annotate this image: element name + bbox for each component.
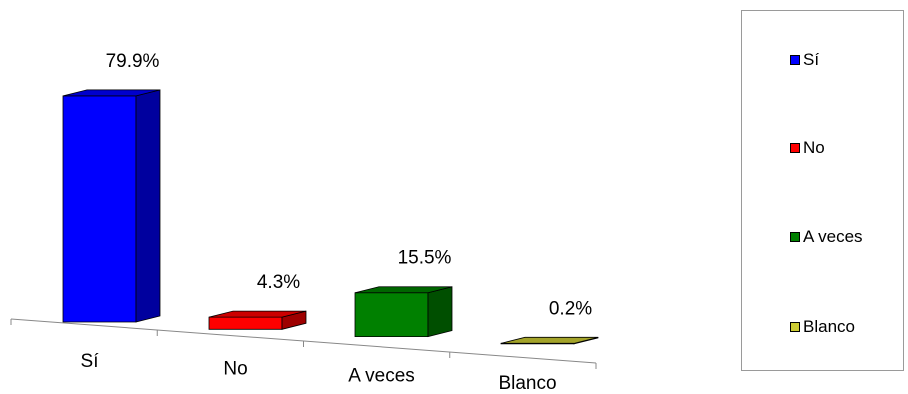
legend-item: Blanco xyxy=(790,317,855,337)
bar-top xyxy=(208,310,307,318)
category-label: Sí xyxy=(81,351,100,372)
bar-side xyxy=(427,286,453,338)
legend-label: No xyxy=(803,138,825,157)
bar-3 xyxy=(500,336,599,345)
bar-front xyxy=(354,292,429,338)
legend-swatch xyxy=(790,232,800,242)
bar-front xyxy=(208,316,283,330)
category-label: No xyxy=(223,358,247,379)
data-label: 4.3% xyxy=(257,272,300,293)
legend-label: Blanco xyxy=(803,317,855,336)
legend-item: Sí xyxy=(790,50,819,70)
legend-item: A veces xyxy=(790,227,863,247)
category-label: A veces xyxy=(348,366,415,387)
data-label: 0.2% xyxy=(549,298,592,319)
bar-top xyxy=(62,89,161,97)
bar-side xyxy=(135,89,161,323)
bar-0 xyxy=(62,89,161,323)
legend-swatch xyxy=(790,143,800,153)
data-label: 79.9% xyxy=(106,51,160,72)
bar-front xyxy=(62,95,137,323)
legend-item: No xyxy=(790,138,825,158)
bar-top xyxy=(500,336,599,344)
bar-top xyxy=(354,286,453,294)
bar-2 xyxy=(354,286,453,338)
legend-swatch xyxy=(790,322,800,332)
legend-label: Sí xyxy=(803,50,820,69)
data-label: 15.5% xyxy=(398,248,452,269)
category-label: Blanco xyxy=(498,373,556,394)
legend-swatch xyxy=(790,55,800,65)
legend-label: A veces xyxy=(803,227,863,246)
chart-legend: Sí No A veces Blanco xyxy=(741,10,904,371)
bar-1 xyxy=(208,310,307,330)
